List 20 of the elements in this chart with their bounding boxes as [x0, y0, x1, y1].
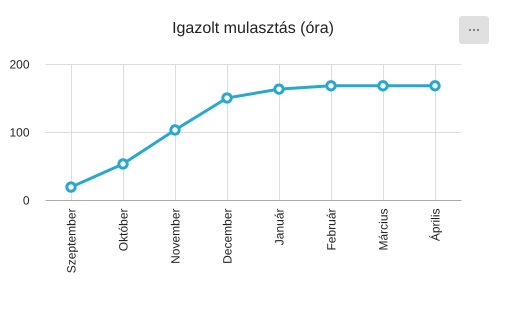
x-tick-label: Április: [428, 208, 442, 242]
x-tick-label: Március: [376, 208, 390, 251]
point: [221, 92, 233, 104]
point: [117, 158, 129, 170]
point: [325, 80, 337, 92]
y-tick-label: 100: [9, 126, 30, 140]
x-tick-label: December: [220, 208, 234, 264]
x-tick-label: November: [168, 208, 182, 264]
point: [377, 80, 389, 92]
point: [429, 80, 441, 92]
x-tick-label: Január: [272, 208, 286, 246]
x-tick-label: Február: [324, 208, 338, 251]
y-tick-label: 200: [9, 58, 30, 72]
y-tick-label: 0: [22, 194, 30, 208]
x-tick-label: Szeptember: [64, 208, 78, 274]
x-tick-label: Október: [116, 208, 130, 252]
point: [273, 83, 285, 95]
chart-title: Igazolt mulasztás (óra): [172, 20, 334, 37]
point: [169, 124, 181, 136]
point: [65, 181, 77, 193]
